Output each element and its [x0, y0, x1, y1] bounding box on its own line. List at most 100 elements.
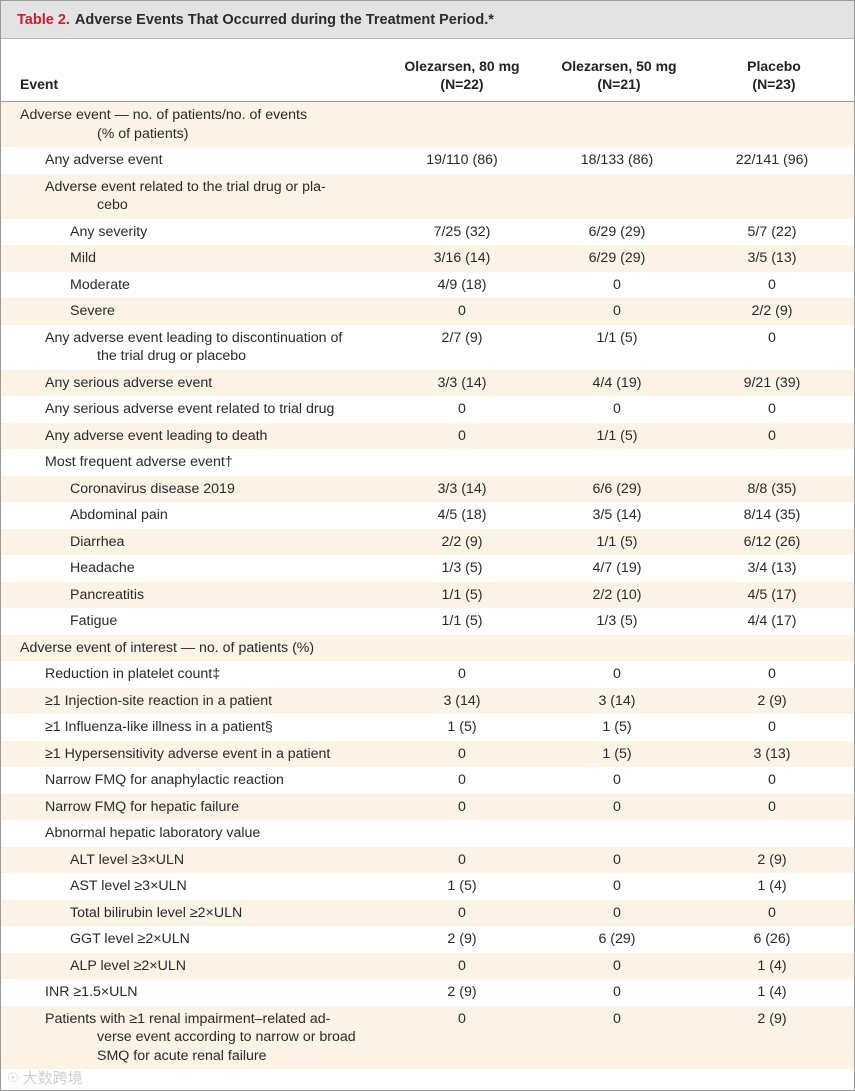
- row-value: 5/7 (22): [747, 223, 797, 240]
- table-row: Diarrhea 2/2 (9) 1/1 (5) 6/12 (26): [1, 528, 854, 555]
- row-value: 0: [458, 1010, 466, 1027]
- row-label: ALP level ≥2×ULN: [70, 957, 186, 974]
- row-value: 3/16 (14): [433, 250, 491, 266]
- row-label: Narrow FMQ for anaphylactic reaction: [45, 772, 284, 788]
- row-value: 1/1 (5): [441, 613, 483, 629]
- row-value: 4/5 (17): [747, 586, 797, 603]
- row-value: 6/6 (29): [592, 480, 642, 497]
- row-value: 1 (5): [447, 878, 477, 894]
- table-row: Pancreatitis 1/1 (5) 2/2 (10) 4/5 (17): [1, 581, 854, 608]
- row-value: 0: [768, 719, 776, 735]
- table-row: Any adverse event leading to discontinua…: [1, 325, 854, 370]
- row-label: Any serious adverse event related to tri…: [45, 401, 335, 417]
- row-label: Mild: [70, 250, 97, 266]
- row-value: 0: [768, 666, 776, 682]
- row-value: 0: [613, 401, 621, 417]
- row-value: 0: [458, 772, 466, 788]
- row-value: 6 (26): [753, 931, 791, 947]
- row-value: 9/21 (39): [743, 374, 801, 391]
- row-value: 1 (4): [757, 957, 787, 974]
- row-value: 0: [458, 401, 466, 417]
- row-label: Narrow FMQ for hepatic failure: [45, 798, 239, 815]
- row-value: 0: [768, 329, 776, 346]
- table-row: Abdominal pain 4/5 (18) 3/5 (14) 8/14 (35): [1, 502, 854, 529]
- table-row: ≥1 Injection-site reaction in a patient 3…: [1, 687, 854, 714]
- row-value: 0: [613, 878, 621, 894]
- row-value: 0: [458, 745, 466, 762]
- table-row: ALT level ≥3×ULN 0 0 2 (9): [1, 846, 854, 873]
- table-body: Adverse event — no. of patients/no. of e…: [1, 102, 854, 1069]
- row-value: 3/3 (14): [437, 480, 487, 497]
- row-label: Moderate: [70, 276, 130, 293]
- row-value: 0: [613, 851, 621, 868]
- row-value: 2 (9): [447, 931, 477, 947]
- column-header-placebo: Placebo (N=23): [691, 57, 855, 93]
- table-row: INR ≥1.5×ULN 2 (9) 0 1 (4): [1, 979, 854, 1006]
- row-label: ≥1 Injection-site reaction in a patient: [45, 692, 273, 709]
- row-value: 3 (14): [443, 692, 481, 709]
- row-label: Abnormal hepatic laboratory value: [45, 825, 261, 841]
- row-value: 0: [458, 666, 466, 682]
- row-value: 0: [768, 798, 776, 815]
- row-value: 6/29 (29): [588, 223, 646, 240]
- row-label: Adverse event of interest — no. of patie…: [20, 639, 315, 656]
- table-row: Any serious adverse event 3/3 (14) 4/4 (19…: [1, 369, 854, 396]
- row-label: Adverse event related to the trial drug …: [45, 178, 326, 195]
- row-label: SMQ for acute renal failure: [97, 1047, 267, 1064]
- row-value: 19/110 (86): [426, 152, 498, 168]
- row-value: 0: [458, 904, 466, 921]
- row-value: 3/5 (14): [592, 507, 642, 523]
- row-value: 0: [458, 303, 466, 319]
- row-value: 1 (4): [757, 878, 787, 894]
- row-value: 2 (9): [757, 692, 787, 709]
- row-value: 3/3 (14): [437, 374, 487, 391]
- row-label: Any adverse event leading to discontinua…: [45, 329, 343, 346]
- table-row: Adverse event — no. of patients/no. of e…: [1, 102, 854, 147]
- row-value: 4/4 (17): [747, 613, 797, 629]
- row-value: 0: [768, 427, 776, 444]
- row-label: Severe: [70, 303, 115, 319]
- row-label: Fatigue: [70, 613, 118, 629]
- row-value: 6/12 (26): [743, 533, 801, 550]
- row-label: Abdominal pain: [70, 507, 168, 523]
- row-value: 1 (5): [447, 719, 477, 735]
- watermark-logo-icon: ☉: [7, 1069, 19, 1085]
- row-value: 0: [768, 401, 776, 417]
- table-label: Table 2.: [17, 11, 70, 28]
- column-header-n: (N=22): [440, 76, 484, 92]
- row-value: 0: [613, 666, 621, 682]
- row-value: 1/3 (5): [596, 613, 638, 629]
- row-label: Adverse event — no. of patients/no. of e…: [20, 107, 308, 123]
- table-row: Reduction in platelet count‡ 0 0 0: [1, 661, 854, 688]
- table-row: Narrow FMQ for hepatic failure 0 0 0: [1, 793, 854, 820]
- table-row: Narrow FMQ for anaphylactic reaction 0 0 0: [1, 767, 854, 794]
- table-row: Abnormal hepatic laboratory value: [1, 820, 854, 847]
- row-label: INR ≥1.5×ULN: [45, 984, 138, 1000]
- table-row: Any severity 7/25 (32) 6/29 (29) 5/7 (22): [1, 219, 854, 246]
- column-header-name: Placebo: [747, 58, 801, 74]
- row-label: (% of patients): [97, 125, 189, 142]
- row-label: Most frequent adverse event†: [45, 454, 233, 470]
- watermark: ☉ 大数跨境: [7, 1067, 83, 1088]
- row-value: 1 (5): [602, 719, 632, 735]
- table-row: Any serious adverse event related to tri…: [1, 396, 854, 423]
- table-row: ≥1 Influenza-like illness in a patient§ 1…: [1, 714, 854, 741]
- row-value: 6 (29): [598, 931, 636, 947]
- row-label: cebo: [97, 197, 128, 213]
- row-value: 0: [458, 427, 466, 444]
- column-header-olezarsen-50: Olezarsen, 50 mg (N=21): [536, 57, 702, 93]
- row-value: 1/1 (5): [441, 586, 483, 603]
- table-title: Adverse Events That Occurred during the …: [74, 11, 494, 28]
- row-value: 4/7 (19): [592, 560, 642, 576]
- row-value: 2/7 (9): [441, 329, 483, 346]
- table-row: Any adverse event 19/110 (86) 18/133 (86) 2…: [1, 147, 854, 174]
- table-row: Coronavirus disease 2019 3/3 (14) 6/6 (29)…: [1, 475, 854, 502]
- row-value: 2 (9): [757, 1010, 787, 1027]
- row-value: 0: [768, 904, 776, 921]
- row-value: 0: [613, 957, 621, 974]
- row-value: 6/29 (29): [588, 250, 646, 266]
- row-value: 2 (9): [447, 984, 477, 1000]
- table-row: Adverse event of interest — no. of patie…: [1, 634, 854, 661]
- table-row: Fatigue 1/1 (5) 1/3 (5) 4/4 (17): [1, 608, 854, 635]
